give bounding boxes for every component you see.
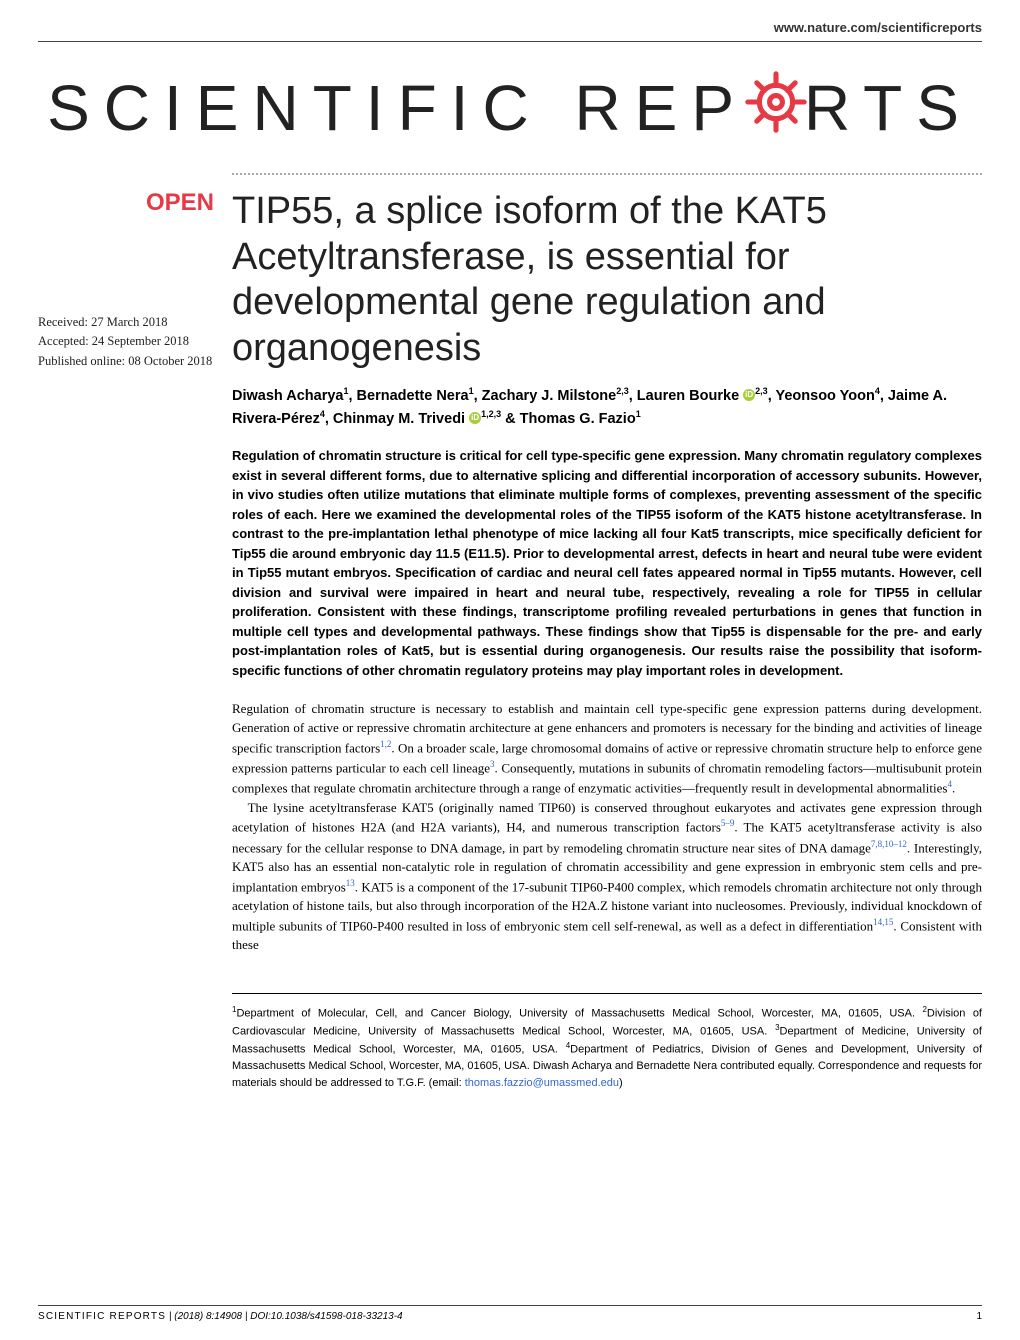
paragraph-1: Regulation of chromatin structure is nec… [232,700,982,798]
gear-icon [744,70,808,134]
journal-logo: SCIENTIFIC REP RTS [0,52,1020,173]
footer-cite: | (2018) 8:14908 | DOI:10.1038/s41598-01… [166,1311,402,1322]
header-divider [38,41,982,42]
date-published: Published online: 08 October 2018 [38,352,214,371]
logo-text-1: SCIENTIFIC [47,72,574,144]
header-url: www.nature.com/scientificreports [0,0,1020,41]
date-accepted: Accepted: 24 September 2018 [38,332,214,351]
footer: SCIENTIFIC REPORTS | (2018) 8:14908 | DO… [38,1305,982,1322]
orcid-icon [469,412,481,424]
main-area: OPEN Received: 27 March 2018 Accepted: 2… [0,175,1020,955]
footer-citation: SCIENTIFIC REPORTS | (2018) 8:14908 | DO… [38,1311,403,1322]
logo-text-2: REP [574,72,748,144]
affiliations: 1Department of Molecular, Cell, and Canc… [232,993,982,1091]
article-dates: Received: 27 March 2018 Accepted: 24 Sep… [38,313,214,371]
article-body: TIP55, a splice isoform of the KAT5 Acet… [232,189,982,955]
footer-journal: SCIENTIFIC REPORTS [38,1311,166,1322]
article-title: TIP55, a splice isoform of the KAT5 Acet… [232,189,982,371]
body-text: Regulation of chromatin structure is nec… [232,700,982,954]
date-received: Received: 27 March 2018 [38,313,214,332]
abstract: Regulation of chromatin structure is cri… [232,446,982,680]
open-access-badge: OPEN [38,189,214,217]
author-list: Diwash Acharya1, Bernadette Nera1, Zacha… [232,385,982,430]
logo-text-3: RTS [804,72,973,144]
orcid-icon [743,389,755,401]
paragraph-2: The lysine acetyltransferase KAT5 (origi… [232,799,982,955]
left-sidebar: OPEN Received: 27 March 2018 Accepted: 2… [38,189,232,955]
page-number: 1 [976,1311,982,1322]
